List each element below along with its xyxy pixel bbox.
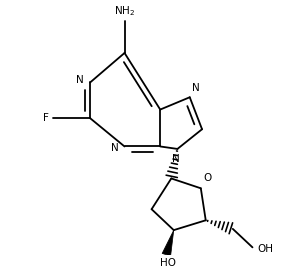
Text: F: F bbox=[43, 113, 49, 123]
Text: NH$_2$: NH$_2$ bbox=[114, 4, 135, 18]
Text: HO: HO bbox=[160, 258, 176, 268]
Text: N: N bbox=[172, 154, 179, 164]
Text: OH: OH bbox=[257, 244, 273, 254]
Text: N: N bbox=[76, 75, 84, 85]
Text: O: O bbox=[203, 173, 212, 183]
Polygon shape bbox=[162, 230, 174, 256]
Text: N: N bbox=[111, 143, 118, 153]
Text: N: N bbox=[192, 83, 199, 93]
